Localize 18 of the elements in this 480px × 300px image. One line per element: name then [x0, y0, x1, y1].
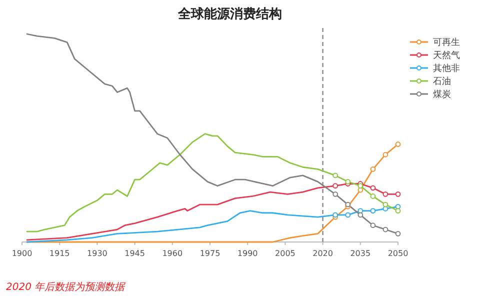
- x-tick-label: 1945: [124, 249, 145, 258]
- text: 2020 年后数据为预测数据: [6, 281, 126, 293]
- x-tick-label: 1900: [12, 249, 32, 258]
- legend-label: 石油: [433, 76, 451, 87]
- x-tick-label: 1975: [200, 249, 220, 258]
- legend-label: 其他非: [433, 63, 460, 74]
- x-tick-label: 1990: [237, 249, 258, 258]
- x-tick-label: 2005: [275, 249, 296, 258]
- legend-label: 可再生: [433, 37, 460, 48]
- x-tick-label: 1915: [49, 249, 70, 258]
- legend-label: 煤炭: [433, 89, 451, 100]
- legend-label: 天然气: [433, 50, 460, 61]
- x-tick-label: 2050: [388, 249, 408, 258]
- x-tick-label: 2035: [350, 249, 371, 258]
- x-tick-label: 2020: [312, 249, 333, 258]
- chart-title: 全球能源消费结构: [177, 6, 282, 22]
- x-tick-label: 1960: [162, 249, 183, 258]
- x-tick-label: 1930: [87, 249, 108, 258]
